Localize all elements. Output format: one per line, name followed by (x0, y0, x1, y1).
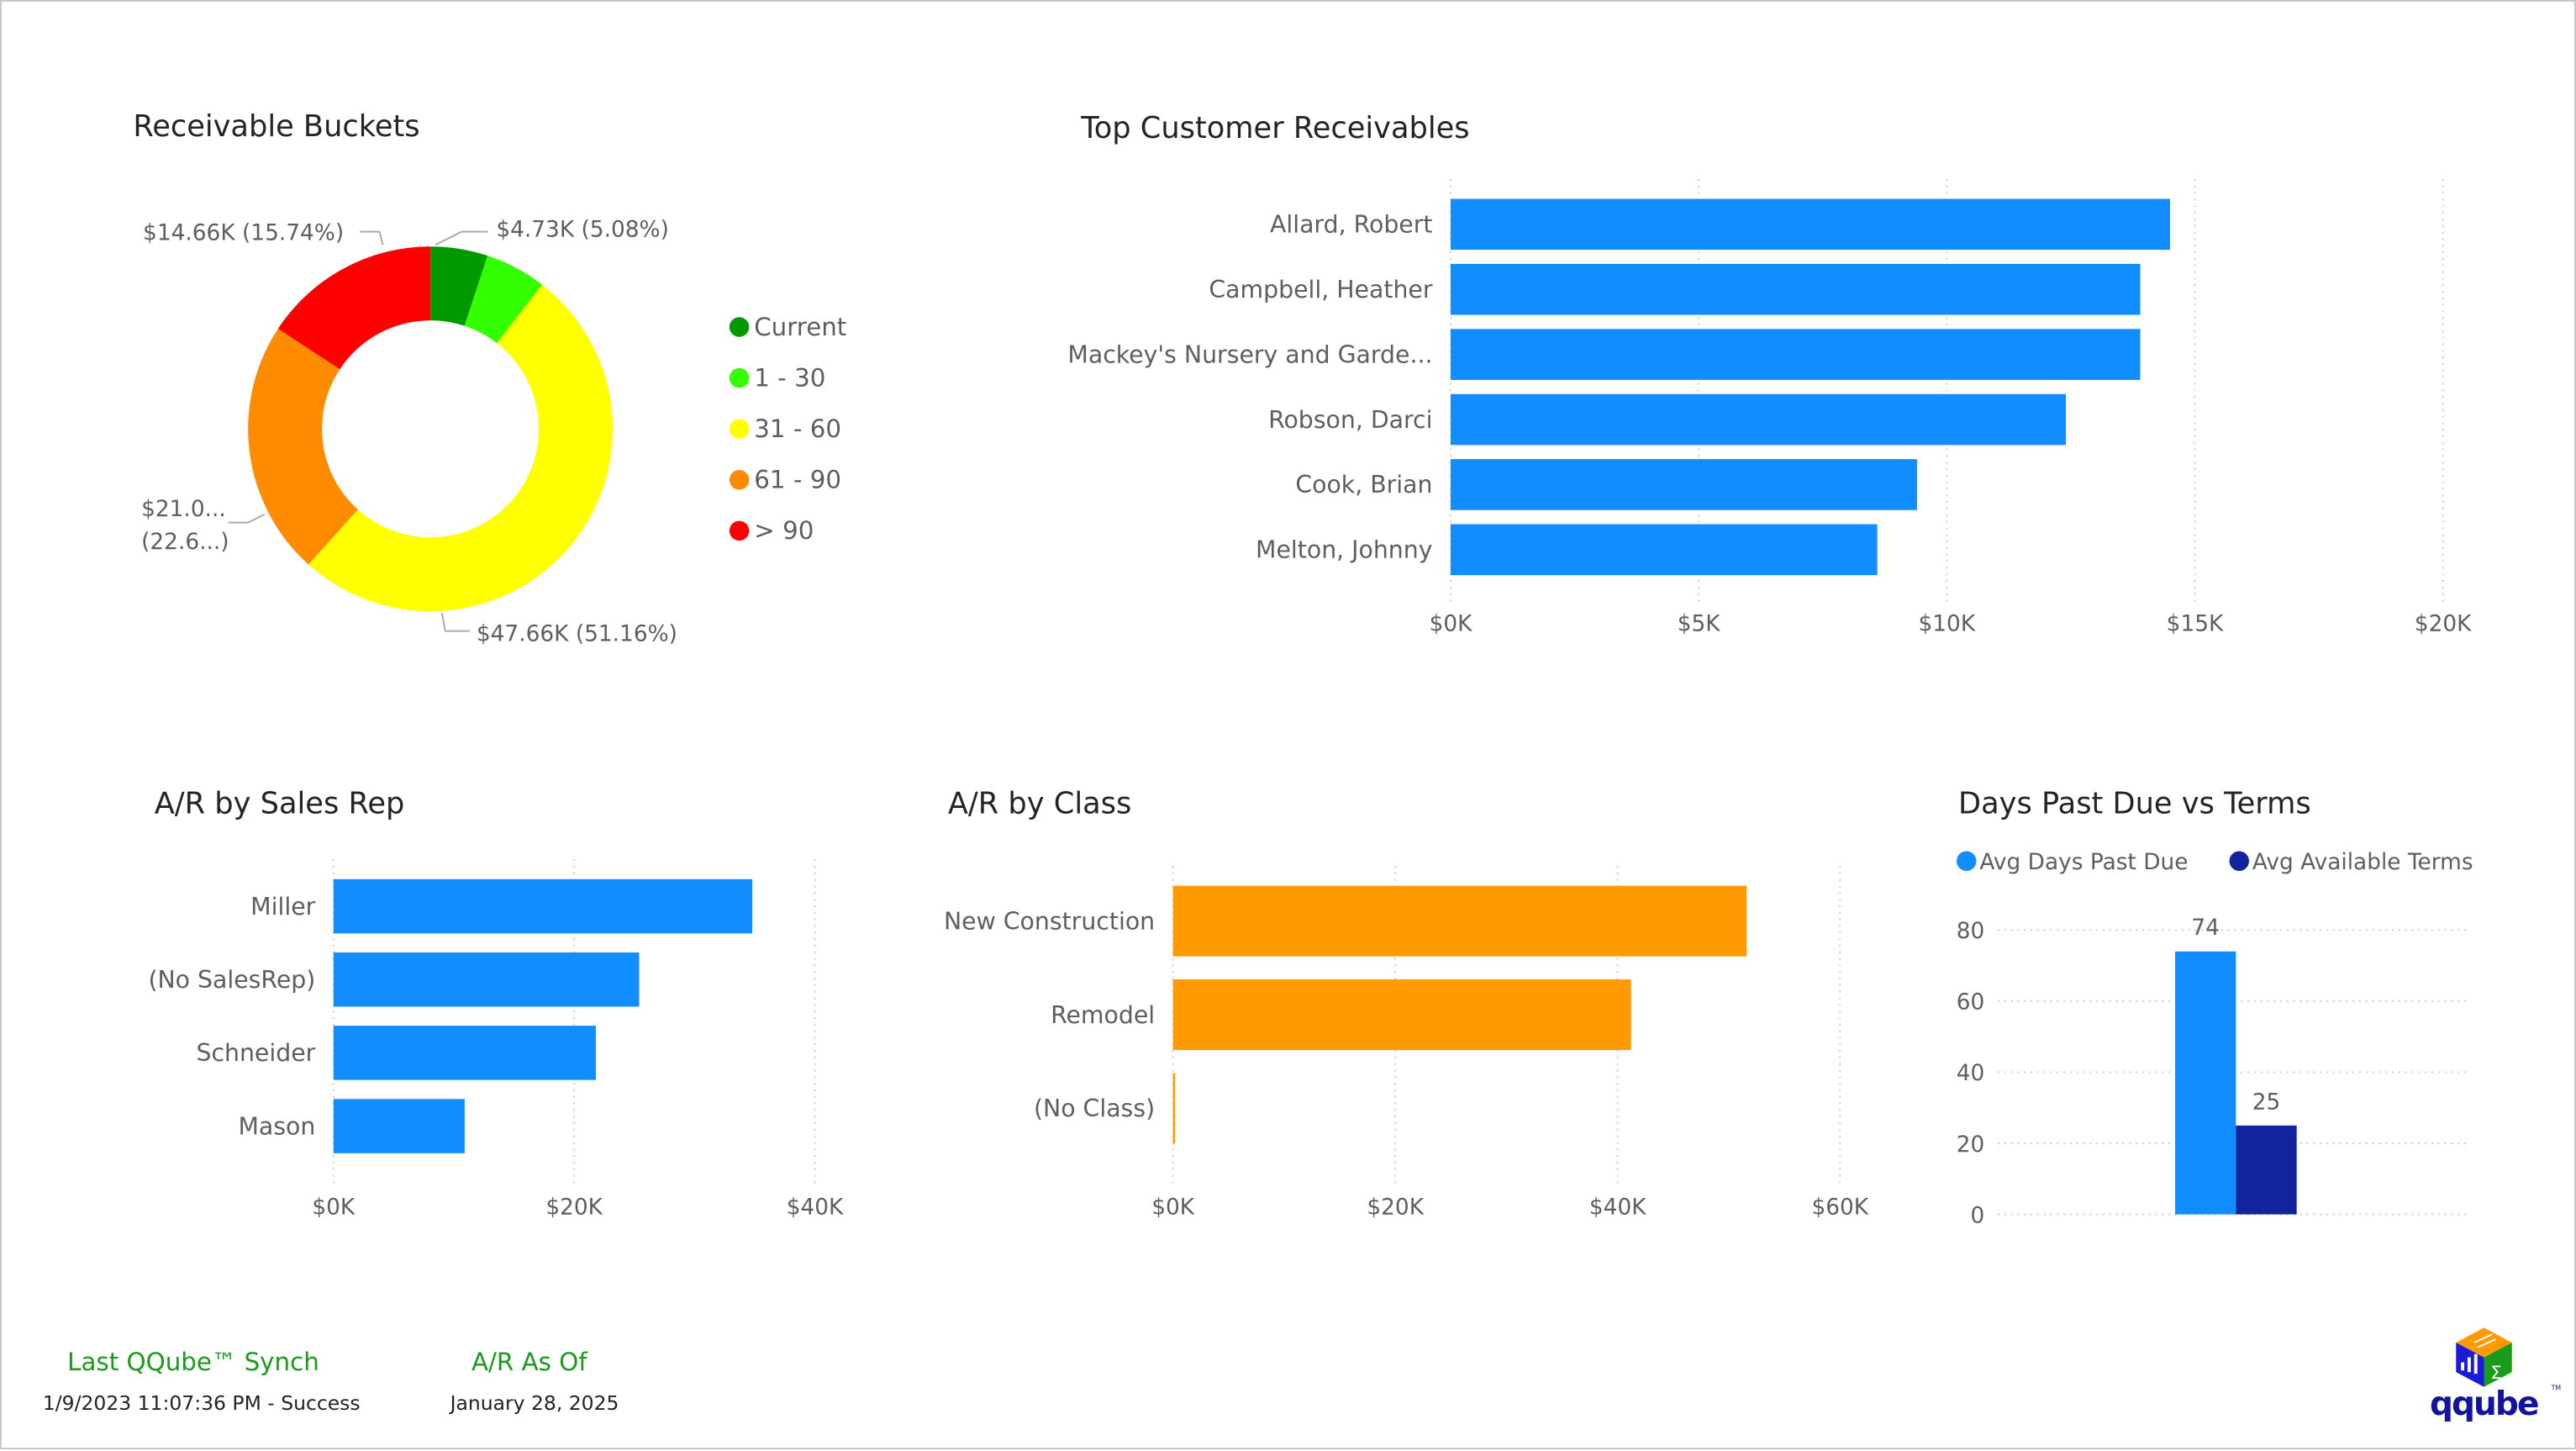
bar[interactable] (1451, 459, 1917, 510)
bar[interactable] (1451, 263, 2141, 315)
x-tick-label: $0K (1430, 612, 1473, 637)
cube-icon: Σ (2456, 1327, 2512, 1387)
svg-text:Σ: Σ (2490, 1363, 2502, 1384)
category-label: Mason (238, 1112, 315, 1140)
legend-marker (729, 470, 750, 490)
asof-label: A/R As Of (471, 1347, 587, 1378)
data-label: $47.66K (51.16%) (477, 621, 677, 646)
legend-marker (729, 367, 750, 388)
x-tick-label: $0K (1151, 1195, 1195, 1221)
legend-marker (729, 317, 750, 337)
category-label: Robson, Darci (1268, 406, 1432, 434)
legend-marker (2229, 851, 2249, 871)
bar[interactable] (333, 1099, 465, 1153)
x-tick-label: $20K (1367, 1195, 1424, 1221)
y-tick-label: 80 (1957, 919, 1985, 944)
bar[interactable] (1172, 979, 1631, 1051)
sales-rep-title: A/R by Sales Rep (154, 787, 405, 822)
donut-slice[interactable] (308, 284, 614, 612)
category-label: Schneider (196, 1039, 315, 1067)
category-label: Melton, Johnny (1256, 536, 1432, 564)
legend-marker (729, 419, 750, 439)
data-label: $4.73K (5.08%) (496, 217, 669, 242)
bar[interactable] (2236, 1125, 2297, 1215)
bar[interactable] (333, 879, 753, 934)
legend-item[interactable]: 61 - 90 (754, 466, 841, 494)
leader-line (228, 513, 266, 524)
category-label: New Construction (944, 907, 1155, 935)
y-tick-label: 40 (1957, 1061, 1985, 1086)
legend-item[interactable]: 1 - 30 (754, 363, 825, 392)
x-tick-label: $60K (1811, 1195, 1868, 1221)
bar[interactable] (1172, 1073, 1176, 1144)
bar[interactable] (1451, 393, 2066, 446)
data-label: $21.0... (141, 497, 226, 522)
asof-value: January 28, 2025 (450, 1391, 619, 1415)
bar[interactable] (1172, 885, 1747, 957)
category-label: Allard, Robert (1270, 211, 1433, 239)
x-tick-label: $10K (1918, 612, 1975, 637)
sync-value: 1/9/2023 11:07:36 PM - Success (42, 1391, 361, 1415)
y-tick-label: 60 (1957, 990, 1985, 1016)
bar[interactable] (1451, 329, 2141, 380)
logo-tm: TM (2551, 1383, 2562, 1392)
legend-item[interactable]: > 90 (754, 516, 814, 545)
legend-item[interactable]: 31 - 60 (754, 414, 841, 443)
category-label: Mackey's Nursery and Garde... (1067, 340, 1432, 368)
data-label: (22.6...) (141, 530, 229, 555)
days-title: Days Past Due vs Terms (1958, 787, 2311, 822)
leader-line (440, 612, 471, 632)
category-label: (No SalesRep) (148, 966, 315, 994)
donut-slice[interactable] (277, 246, 431, 370)
logo-text: qqube (2430, 1383, 2540, 1423)
qqube-logo: Σ qqube TM (2426, 1324, 2568, 1423)
legend-item[interactable]: Avg Available Terms (2252, 850, 2473, 875)
leader-line (360, 230, 384, 245)
x-tick-label: $20K (545, 1195, 603, 1221)
bar[interactable] (1451, 198, 2170, 251)
top-customer-title: Top Customer Receivables (1081, 111, 1470, 146)
bar[interactable] (333, 1026, 596, 1080)
sync-label: Last QQube™ Synch (67, 1347, 319, 1378)
legend-item[interactable]: Current (754, 313, 846, 341)
bar[interactable] (2175, 951, 2236, 1215)
y-tick-label: 0 (1970, 1203, 1984, 1228)
y-tick-label: 20 (1957, 1132, 1985, 1158)
category-label: Campbell, Heather (1209, 276, 1432, 303)
category-label: Miller (250, 893, 315, 921)
legend-marker (1957, 851, 1977, 871)
bar[interactable] (333, 952, 640, 1007)
data-label: $14.66K (15.74%) (143, 220, 344, 245)
donut-slice[interactable] (464, 256, 543, 344)
legend-item[interactable]: Avg Days Past Due (1979, 850, 2188, 875)
receivable-buckets-title: Receivable Buckets (133, 109, 420, 145)
x-tick-label: $5K (1678, 612, 1721, 637)
data-label: 25 (2252, 1090, 2281, 1115)
x-tick-label: $20K (2415, 612, 2472, 637)
bar[interactable] (1451, 524, 1878, 576)
x-tick-label: $40K (1589, 1195, 1646, 1221)
leader-line (435, 230, 488, 246)
category-label: Remodel (1051, 1001, 1155, 1029)
legend-marker (729, 520, 750, 541)
donut-slice[interactable] (430, 246, 488, 326)
donut-slice[interactable] (248, 328, 358, 565)
x-tick-label: $0K (312, 1195, 356, 1221)
data-label: 74 (2191, 915, 2220, 941)
x-tick-label: $15K (2167, 612, 2224, 637)
class-title: A/R by Class (947, 787, 1132, 822)
category-label: Cook, Brian (1295, 471, 1432, 499)
category-label: (No Class) (1034, 1095, 1155, 1122)
x-tick-label: $40K (787, 1195, 844, 1221)
